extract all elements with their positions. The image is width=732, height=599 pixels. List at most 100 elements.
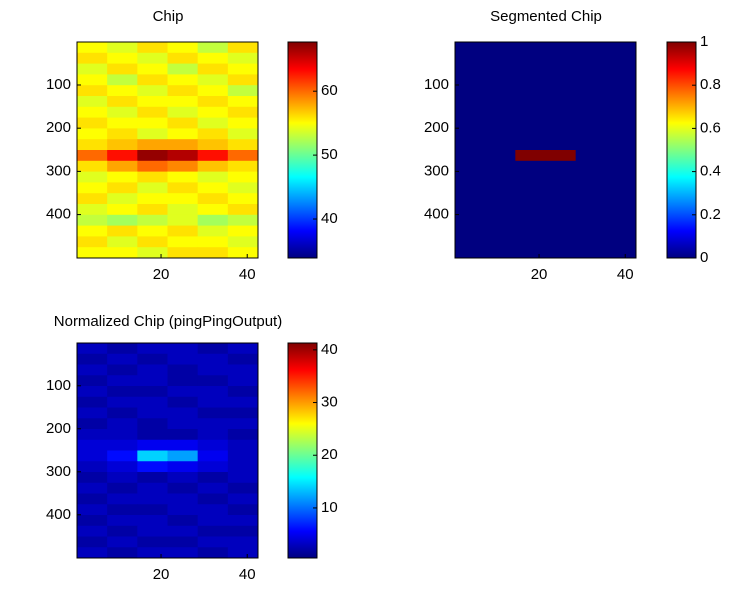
heatmap-cell — [137, 525, 168, 537]
heatmap-cell — [167, 472, 199, 484]
heatmap-cell — [77, 63, 108, 75]
heatmap-cell — [167, 343, 199, 355]
heatmap-cell — [605, 150, 637, 162]
heatmap-cell — [137, 63, 168, 75]
heatmap-cell — [485, 117, 516, 129]
heatmap-cell — [167, 225, 199, 237]
heatmap-cell — [197, 182, 229, 194]
colorbar — [287, 342, 318, 559]
x-tick-label: 20 — [531, 266, 548, 283]
heatmap-cell — [227, 225, 259, 237]
heatmap-cell — [545, 117, 577, 129]
heatmap-cell — [77, 247, 108, 259]
heatmap-cell — [107, 364, 138, 376]
heatmap-cell — [167, 536, 199, 548]
y-tick-label: 300 — [46, 463, 71, 480]
heatmap-cell — [227, 150, 259, 162]
heatmap-cell — [515, 171, 546, 183]
heatmap-cell — [107, 247, 138, 259]
heatmap-cell — [137, 515, 168, 527]
heatmap-cell — [515, 139, 546, 151]
heatmap-cell — [137, 139, 168, 151]
heatmap-cell — [167, 429, 199, 441]
axes-frame — [76, 41, 259, 259]
heatmap-cell — [167, 160, 199, 173]
heatmap-cell — [77, 139, 108, 151]
heatmap-cell — [227, 461, 259, 473]
heatmap-cell — [77, 214, 108, 227]
y-tick-label: 100 — [46, 377, 71, 394]
heatmap-cell — [605, 139, 637, 151]
heatmap-cell — [107, 482, 138, 494]
heatmap-cell — [575, 96, 607, 108]
heatmap-cell — [227, 74, 259, 86]
colorbar-tick-label: 0.4 — [700, 163, 721, 180]
heatmap-cell — [227, 386, 259, 398]
heatmap-cell — [77, 182, 108, 194]
heatmap-cell — [197, 85, 229, 97]
heatmap-cell — [107, 407, 138, 419]
heatmap-cell — [137, 182, 168, 194]
heatmap-cell — [197, 396, 229, 408]
heatmap-cell — [575, 193, 607, 205]
heatmap-cell — [77, 236, 108, 248]
heatmap-cell — [515, 225, 546, 237]
heatmap-cell — [167, 439, 199, 451]
heatmap-cell — [107, 418, 138, 430]
heatmap-cell — [107, 85, 138, 97]
heatmap-cell — [197, 171, 229, 183]
heatmap-cell — [545, 160, 577, 173]
heatmap-cell — [137, 171, 168, 183]
heatmap-cell — [107, 375, 138, 387]
heatmap-cell — [485, 182, 516, 194]
heatmap-cell — [197, 160, 229, 173]
heatmap-cell — [227, 525, 259, 537]
heatmap-cell — [107, 150, 138, 162]
heatmap-cell — [137, 547, 168, 559]
heatmap-cell — [455, 236, 486, 248]
heatmap-cell — [137, 396, 168, 408]
heatmap-cell — [545, 247, 577, 259]
heatmap-cell — [197, 515, 229, 527]
heatmap-cell — [197, 193, 229, 205]
colorbar-tick-label: 60 — [321, 82, 338, 99]
heatmap-cell — [137, 236, 168, 248]
heatmap-cell — [107, 525, 138, 537]
heatmap-cell — [197, 236, 229, 248]
heatmap-cell — [545, 96, 577, 108]
heatmap-cell — [455, 150, 486, 162]
heatmap-cell — [485, 139, 516, 151]
heatmap-cell — [167, 515, 199, 527]
heatmap-cell — [137, 418, 168, 430]
heatmap-cell — [77, 504, 108, 516]
heatmap-cell — [575, 214, 607, 227]
heatmap-cell — [137, 74, 168, 86]
heatmap-cell — [605, 63, 637, 75]
heatmap-cell — [605, 204, 637, 216]
heatmap-cell — [107, 396, 138, 408]
y-tick-label: 100 — [46, 76, 71, 93]
heatmap-cell — [137, 214, 168, 227]
heatmap-cell — [545, 204, 577, 216]
heatmap-cell — [605, 182, 637, 194]
heatmap-cell — [77, 547, 108, 559]
heatmap-cell — [107, 493, 138, 505]
heatmap-cell — [455, 96, 486, 108]
heatmap-cell — [605, 160, 637, 173]
heatmap-cell — [575, 150, 607, 162]
heatmap-cell — [455, 85, 486, 97]
heatmap-cell — [605, 247, 637, 259]
heatmap-cell — [77, 375, 108, 387]
y-tick-label: 100 — [424, 76, 449, 93]
heatmap-cell — [545, 52, 577, 65]
heatmap-cell — [137, 439, 168, 451]
heatmap-cell — [575, 106, 607, 119]
heatmap-cell — [605, 171, 637, 183]
heatmap-cell — [167, 150, 199, 162]
heatmap-cell — [167, 461, 199, 473]
axes-frame — [76, 342, 259, 559]
heatmap-cell — [167, 52, 199, 65]
y-tick-label: 400 — [46, 506, 71, 523]
heatmap-cell — [485, 150, 516, 162]
heatmap-cell — [515, 96, 546, 108]
